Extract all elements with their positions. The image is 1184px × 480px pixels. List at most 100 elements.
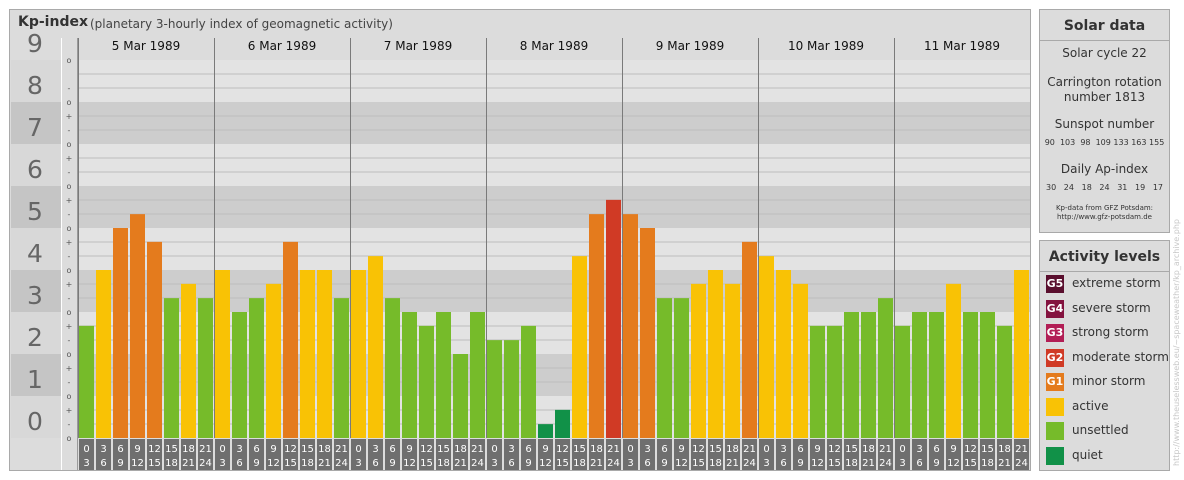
hour-cell — [232, 439, 247, 470]
legend-label: severe storm — [1072, 300, 1151, 315]
hour-end-label: 24 — [335, 458, 348, 469]
hour-end-label: 12 — [947, 458, 960, 469]
hour-start-label: 15 — [573, 444, 586, 455]
kp-bar — [487, 340, 502, 438]
kp-bar — [504, 340, 519, 438]
hour-start-label: 12 — [828, 444, 841, 455]
minor-tick-mark: - — [68, 210, 71, 219]
hour-end-label: 24 — [199, 458, 212, 469]
kp-bar — [912, 312, 927, 438]
hour-end-label: 15 — [556, 458, 569, 469]
hour-start-label: 18 — [998, 444, 1011, 455]
kp-bar — [215, 270, 230, 438]
kp-bar — [980, 312, 995, 438]
minor-tick-mark: o — [67, 434, 72, 443]
hour-cell — [538, 439, 553, 470]
y-tick-label: 6 — [27, 155, 43, 184]
kp-bar — [555, 409, 570, 438]
legend-swatch-g4: G4 — [1046, 299, 1064, 318]
kp-bar — [198, 298, 213, 438]
hour-end-label: 15 — [964, 458, 977, 469]
day-header: 9 Mar 1989 — [656, 39, 724, 53]
hour-end-label: 18 — [981, 458, 994, 469]
kp-bar — [164, 298, 179, 438]
hour-start-label: 3 — [236, 444, 242, 455]
hour-cell — [385, 439, 400, 470]
hour-end-label: 12 — [675, 458, 688, 469]
hour-start-label: 9 — [406, 444, 412, 455]
hour-cell — [113, 439, 128, 470]
kp-bar — [351, 270, 366, 438]
hour-end-label: 24 — [471, 458, 484, 469]
kp-bar — [946, 283, 961, 438]
hour-cell — [283, 439, 298, 470]
hour-start-label: 21 — [743, 444, 756, 455]
kp-bar — [453, 354, 468, 438]
kp-chart-panel: Kp-index (planetary 3-hourly index of ge… — [9, 9, 1031, 471]
source-credit-line1: Kp-data from GFZ Potsdam: — [1055, 204, 1154, 212]
hour-start-label: 0 — [355, 444, 361, 455]
hour-start-label: 12 — [284, 444, 297, 455]
hour-end-label: 21 — [182, 458, 195, 469]
kp-bar — [640, 228, 655, 438]
day-header: 6 Mar 1989 — [248, 39, 316, 53]
kp-bar — [96, 270, 111, 438]
y-tick-label: 7 — [27, 113, 43, 142]
hour-start-label: 6 — [661, 444, 667, 455]
hour-cell — [198, 439, 213, 470]
minor-tick-mark: o — [67, 98, 72, 107]
hour-end-label: 6 — [236, 458, 242, 469]
solar-data-panel: Solar data Solar cycle 22 Carrington rot… — [1039, 9, 1170, 233]
hour-start-label: 3 — [372, 444, 378, 455]
kp-bar — [283, 241, 298, 438]
hour-end-label: 18 — [165, 458, 178, 469]
hour-cell — [572, 439, 587, 470]
chart-title: Kp-index — [18, 14, 88, 30]
carrington-rotation-line1: Carrington rotation — [1047, 75, 1162, 89]
hour-end-label: 21 — [998, 458, 1011, 469]
solar-data-divider — [1040, 40, 1169, 41]
hour-end-label: 6 — [100, 458, 106, 469]
minor-tick-mark: o — [67, 266, 72, 275]
hour-start-label: 0 — [83, 444, 89, 455]
hour-start-label: 9 — [270, 444, 276, 455]
y-label-band — [11, 228, 61, 270]
source-watermark: http://www.theuselessweb.eu/~spaceweathe… — [1172, 219, 1181, 466]
hour-start-label: 15 — [301, 444, 314, 455]
kp-bar — [929, 312, 944, 438]
legend-swatch-g5: G5 — [1046, 275, 1064, 293]
hour-start-label: 6 — [117, 444, 123, 455]
hour-end-label: 21 — [454, 458, 467, 469]
hour-cell — [555, 439, 570, 470]
hour-cell — [980, 439, 995, 470]
hour-start-label: 6 — [525, 444, 531, 455]
kp-bar — [232, 312, 247, 438]
activity-levels-panel: Activity levels G5 extreme storm G4 seve… — [1039, 240, 1170, 471]
hour-cell — [878, 439, 893, 470]
hour-end-label: 3 — [491, 458, 497, 469]
minor-tick-mark: + — [66, 406, 73, 415]
hour-start-label: 15 — [709, 444, 722, 455]
minor-tick-mark: - — [68, 378, 71, 387]
hour-end-label: 3 — [899, 458, 905, 469]
hour-end-label: 12 — [267, 458, 280, 469]
day-header: 7 Mar 1989 — [384, 39, 452, 53]
hour-start-label: 6 — [933, 444, 939, 455]
y-tick-label: 9 — [27, 29, 43, 58]
hour-start-label: 3 — [508, 444, 514, 455]
hour-start-label: 21 — [1015, 444, 1028, 455]
hour-end-label: 6 — [780, 458, 786, 469]
hour-end-label: 9 — [661, 458, 667, 469]
hour-start-label: 18 — [862, 444, 875, 455]
hour-end-label: 6 — [644, 458, 650, 469]
kp-bar — [538, 424, 553, 438]
y-label-band — [11, 144, 61, 186]
hour-start-label: 21 — [199, 444, 212, 455]
hour-start-label: 0 — [899, 444, 905, 455]
hour-cell — [946, 439, 961, 470]
hour-cell — [419, 439, 434, 470]
hour-end-label: 3 — [355, 458, 361, 469]
hour-start-label: 15 — [437, 444, 450, 455]
y-tick-label: 1 — [27, 365, 43, 394]
minor-tick-mark: o — [67, 392, 72, 401]
